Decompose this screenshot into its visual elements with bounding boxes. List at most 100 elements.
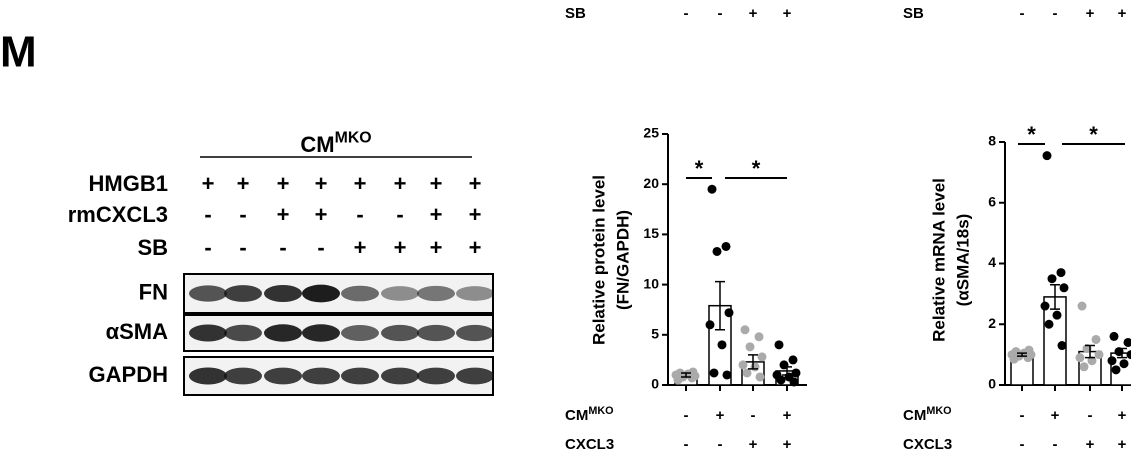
blot-row-label: FN [139, 279, 168, 304]
condition-sign: + [430, 202, 443, 227]
error-bar [1117, 347, 1127, 359]
data-point [1087, 356, 1097, 366]
condition-sign: - [684, 436, 689, 453]
condition-sign: + [277, 171, 290, 196]
condition-sign: - [396, 202, 403, 227]
blot-band [381, 286, 419, 301]
blot-band [224, 324, 262, 342]
condition-sign: + [430, 171, 443, 196]
condition-sign: - [1053, 5, 1058, 22]
condition-name-base: CM [903, 407, 926, 424]
blot-band [381, 324, 419, 342]
blot-band [224, 367, 262, 385]
y-tick-label: 15 [643, 225, 659, 241]
data-point [1109, 331, 1119, 341]
y-axis-label: Relative mRNA level [929, 178, 948, 342]
y-tick-label: 5 [651, 326, 659, 342]
condition-sign: + [1118, 407, 1127, 424]
blot-row-label: αSMA [106, 319, 169, 344]
condition-sign: + [394, 235, 407, 260]
blot-band [302, 367, 340, 385]
blot-band [417, 324, 455, 342]
y-axis-label: Relative protein level [589, 175, 608, 345]
blot-band [456, 324, 494, 342]
condition-name: CMMKO [903, 405, 952, 424]
data-point [1107, 356, 1117, 366]
condition-name: CXCL3 [565, 436, 614, 453]
blot-band [189, 324, 227, 342]
significance-label: * [1089, 122, 1098, 147]
panel-label: M [0, 28, 37, 77]
condition-sign: - [751, 407, 756, 424]
data-point [750, 362, 760, 372]
data-point [717, 340, 727, 350]
data-point [707, 184, 717, 194]
condition-sign: + [783, 5, 792, 22]
condition-sign: - [279, 235, 286, 260]
data-point [1079, 362, 1089, 372]
data-point [1042, 151, 1052, 161]
condition-name-sup: MKO [926, 405, 951, 417]
condition-sign: - [718, 436, 723, 453]
condition-sign: + [202, 171, 215, 196]
condition-name: rmCXCL3 [68, 202, 168, 227]
error-bar [1050, 284, 1060, 310]
error-bar [748, 354, 758, 370]
blot-band [264, 284, 302, 303]
condition-sign: - [684, 5, 689, 22]
data-point [1040, 301, 1050, 311]
condition-sign: + [354, 235, 367, 260]
error-bar [681, 372, 691, 378]
data-point [740, 325, 750, 335]
data-point [754, 332, 764, 342]
data-point [1091, 334, 1101, 344]
data-point [776, 375, 786, 385]
blot-band [302, 284, 340, 303]
condition-sign: + [783, 436, 792, 453]
error-bar [1085, 344, 1095, 359]
condition-sign: + [354, 171, 367, 196]
condition-sign: + [469, 171, 482, 196]
data-point [1111, 365, 1121, 375]
blot-band [341, 285, 379, 302]
condition-sign: + [469, 202, 482, 227]
condition-sign: - [317, 235, 324, 260]
condition-sign: + [716, 407, 725, 424]
condition-sign: - [239, 202, 246, 227]
data-point [1024, 345, 1034, 355]
data-point [1059, 283, 1069, 293]
data-point [1077, 301, 1087, 311]
condition-sign: + [394, 171, 407, 196]
condition-sign: - [684, 407, 689, 424]
y-tick-label: 6 [988, 193, 996, 209]
condition-name: HMGB1 [89, 171, 168, 196]
data-point [788, 355, 798, 365]
data-point [709, 368, 719, 378]
blot-header-sup: MKO [335, 129, 372, 146]
condition-sign: + [430, 235, 443, 260]
condition-sign: + [1118, 5, 1127, 22]
data-point [1047, 274, 1057, 284]
blot-band [417, 285, 455, 302]
blot-band [341, 325, 379, 341]
blot-header-base: CM [300, 132, 334, 157]
condition-sign: + [1086, 5, 1095, 22]
condition-name: SB [137, 235, 168, 260]
data-point [1044, 319, 1054, 329]
condition-sign: - [1020, 407, 1025, 424]
data-point [712, 246, 722, 256]
data-point [675, 368, 685, 378]
data-point [724, 308, 734, 318]
y-axis-label: (αSMA/18s) [953, 214, 972, 307]
error-bar [715, 280, 725, 331]
condition-name: SB [903, 5, 924, 22]
condition-sign: + [749, 5, 758, 22]
condition-sign: + [749, 436, 758, 453]
condition-sign: - [1088, 407, 1093, 424]
condition-name: CXCL3 [903, 436, 952, 453]
data-point [1011, 347, 1021, 357]
condition-sign: - [356, 202, 363, 227]
y-tick-label: 8 [988, 133, 996, 149]
condition-name: SB [565, 5, 586, 22]
